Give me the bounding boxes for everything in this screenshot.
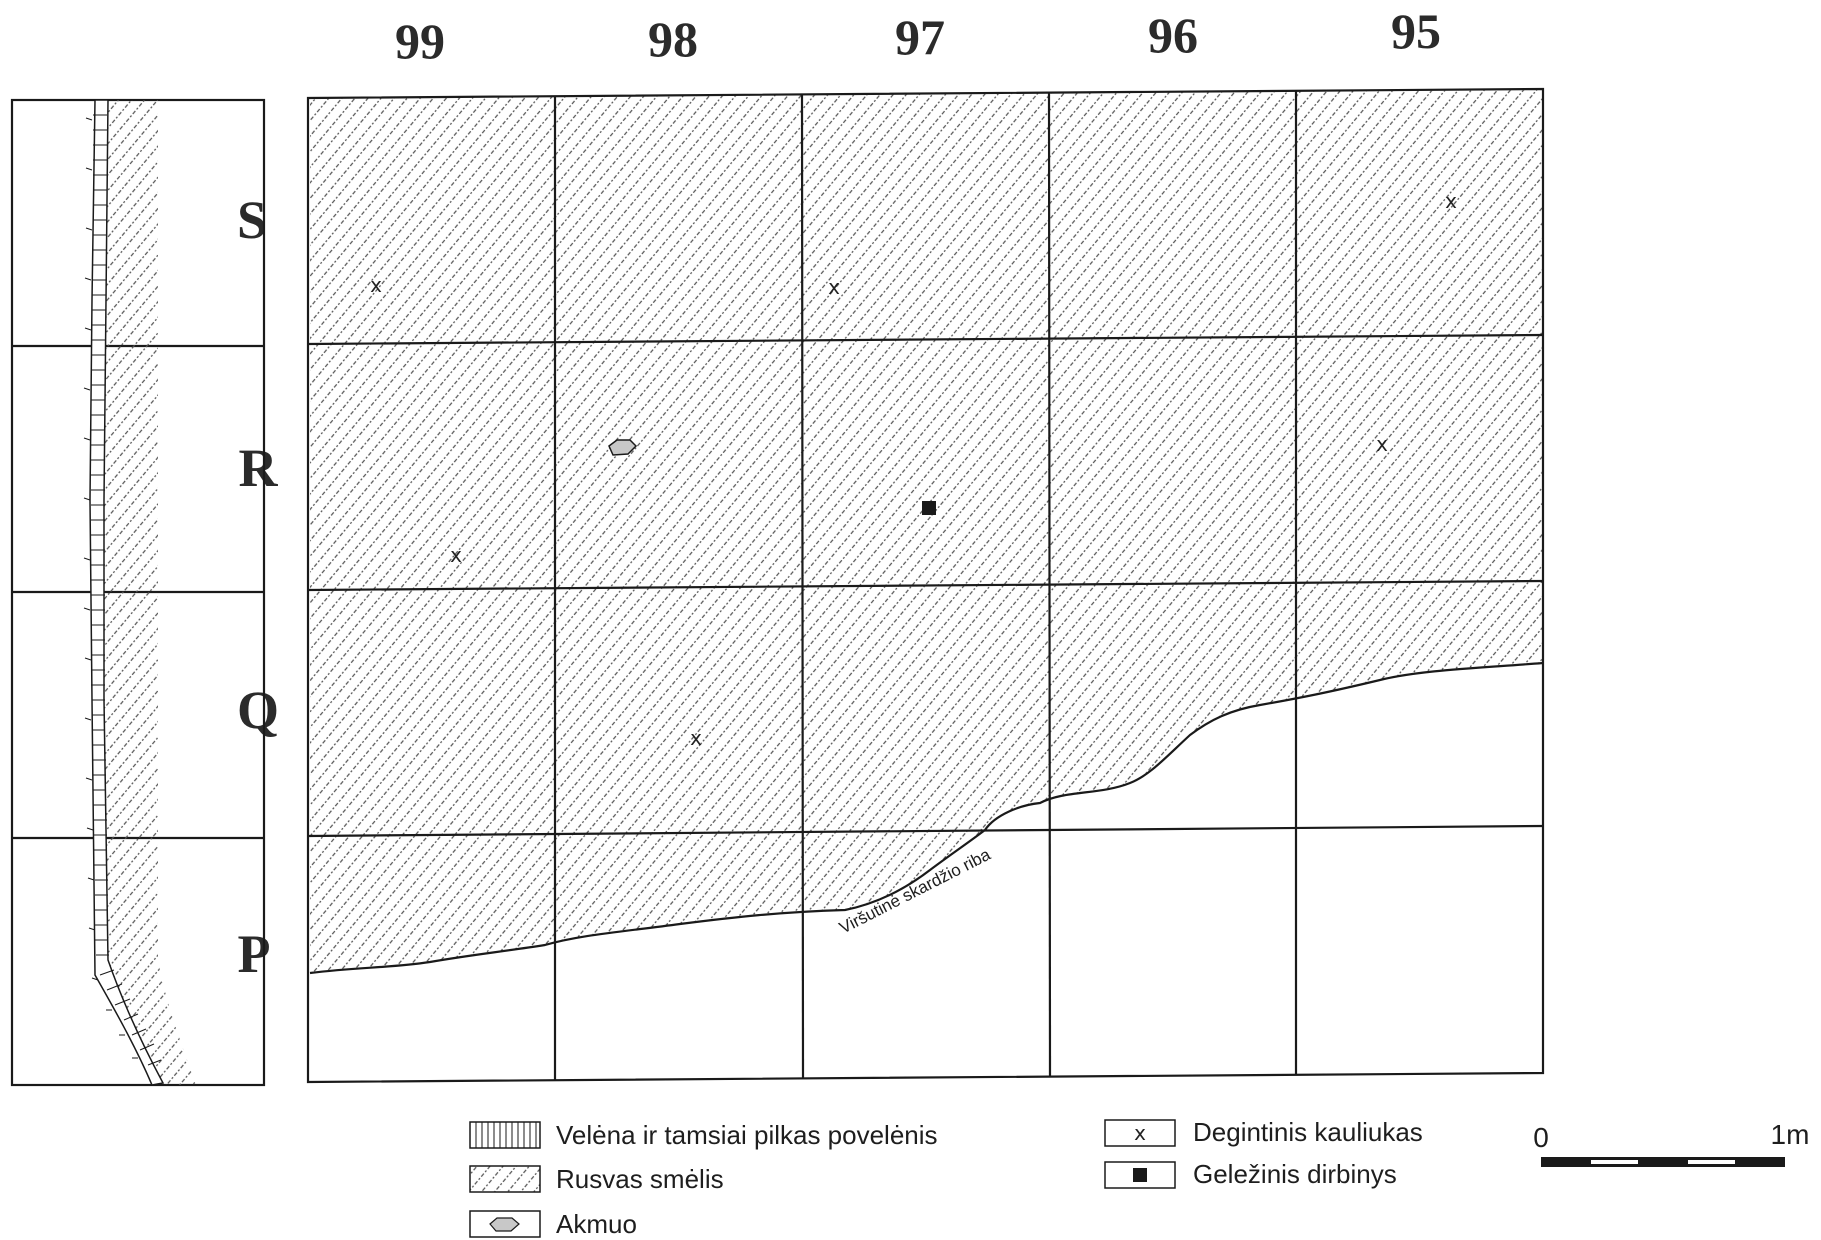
row-label-P: P <box>238 924 271 984</box>
column-label-96: 96 <box>1148 7 1198 63</box>
svg-text:x: x <box>1134 1121 1146 1145</box>
legend-item-iron-artifact: Geležinis dirbinys <box>1104 1159 1397 1189</box>
svg-text:Akmuo: Akmuo <box>556 1209 637 1239</box>
column-label-99: 99 <box>395 13 445 69</box>
column-label-95: 95 <box>1391 3 1441 59</box>
svg-text:Rusvas smėlis: Rusvas smėlis <box>556 1164 724 1194</box>
svg-text:Geležinis dirbinys: Geležinis dirbinys <box>1193 1159 1397 1189</box>
burnt-bone-find: x <box>690 726 702 750</box>
stone-find <box>608 439 638 456</box>
scale-bar: 0 1m <box>1533 1119 1809 1167</box>
finds: x x x x x x <box>370 189 1457 750</box>
excavation-grid <box>306 87 1545 1084</box>
column-label-97: 97 <box>895 9 945 65</box>
row-label-R: R <box>239 438 279 498</box>
profile-sand-layer <box>104 100 196 1085</box>
burnt-bone-find: x <box>1376 432 1388 456</box>
slope-boundary-line <box>309 661 1544 975</box>
svg-text:Velėna ir tamsiai pilkas povel: Velėna ir tamsiai pilkas povelėnis <box>556 1120 938 1150</box>
sand-layer <box>310 90 1543 973</box>
legend: Velėna ir tamsiai pilkas povelėnis Rusva… <box>469 1117 1423 1239</box>
legend-item-burnt-bone: x Degintinis kauliukas <box>1104 1117 1423 1147</box>
burnt-bone-find: x <box>1445 189 1457 213</box>
legend-item-sand: Rusvas smėlis <box>469 1164 724 1194</box>
burnt-bone-find: x <box>450 543 462 567</box>
burnt-bone-find: x <box>370 273 382 297</box>
legend-item-stone: Akmuo <box>469 1209 637 1239</box>
profile-sod-layer <box>89 99 165 1086</box>
svg-text:Degintinis kauliukas: Degintinis kauliukas <box>1193 1117 1423 1147</box>
svg-text:1m: 1m <box>1771 1119 1810 1150</box>
column-label-98: 98 <box>648 11 698 67</box>
row-label-Q: Q <box>237 680 279 740</box>
legend-item-sod: Velėna ir tamsiai pilkas povelėnis <box>469 1120 938 1150</box>
burnt-bone-find: x <box>828 275 840 299</box>
iron-artifact-find <box>922 501 936 515</box>
svg-text:0: 0 <box>1533 1122 1549 1153</box>
row-label-S: S <box>237 190 267 250</box>
section-profile <box>10 98 266 1087</box>
